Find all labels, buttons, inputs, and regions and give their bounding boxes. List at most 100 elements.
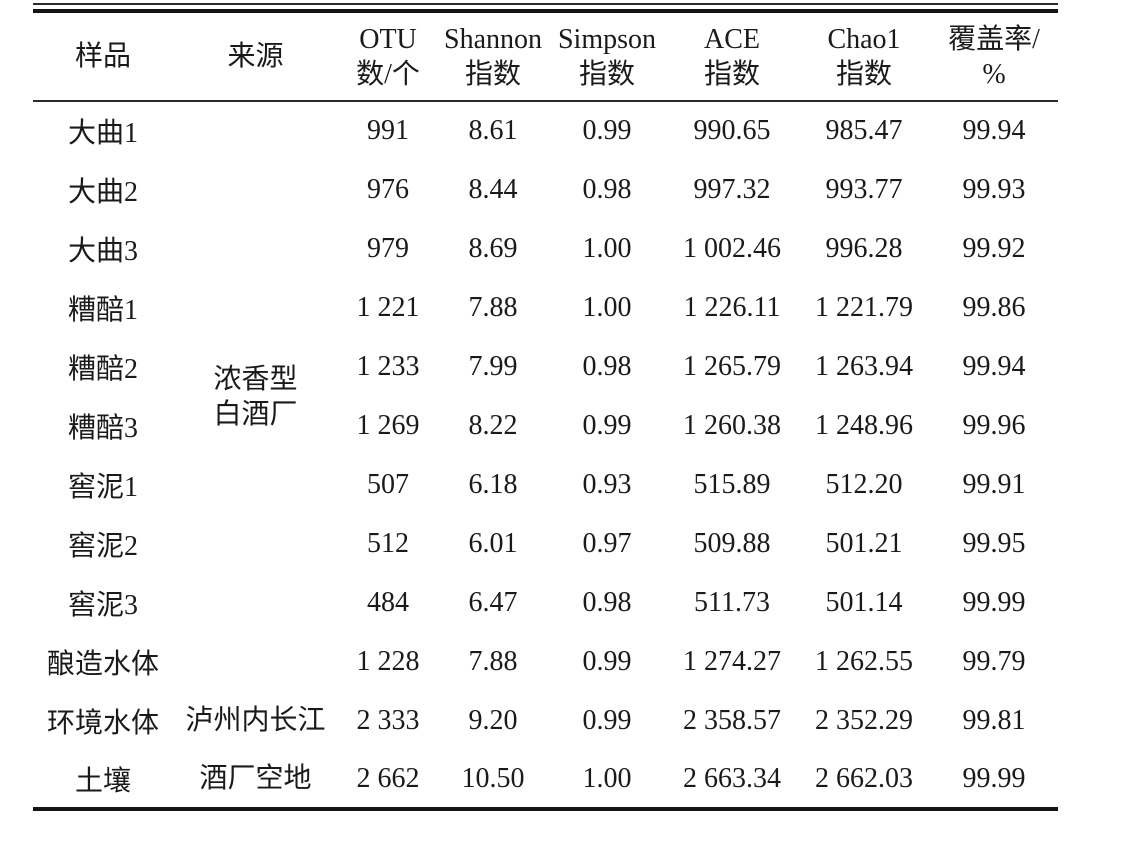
- cell-chao1: 1 263.94: [815, 350, 913, 382]
- cell-ace: 515.89: [693, 468, 771, 500]
- cell-otu: 1 221: [356, 291, 420, 323]
- table-row: 大曲1 浓香型 白酒厂 991 8.61 0.99 990.65 985.47 …: [33, 101, 1058, 430]
- column-header-otu: OTU 数/个: [338, 13, 438, 102]
- cell-sample: 窖泥1: [67, 471, 138, 503]
- cell-shannon: 6.01: [468, 527, 518, 559]
- cell-simpson: 0.99: [582, 704, 632, 736]
- header-text: 数/个: [356, 58, 420, 90]
- column-header-sample: 样品: [33, 13, 173, 102]
- cell-coverage: 99.86: [962, 291, 1026, 323]
- header-text: 覆盖率/: [948, 23, 1040, 55]
- cell-ace: 511.73: [694, 586, 770, 618]
- cell-coverage: 99.93: [962, 173, 1026, 205]
- cell-coverage: 99.79: [962, 645, 1026, 677]
- cell-otu: 507: [367, 468, 409, 500]
- cell-shannon: 7.99: [468, 350, 518, 382]
- cell-coverage: 99.94: [962, 350, 1026, 382]
- table-row: 酿造水体 1 228 7.88 0.99 1 274.27 1 262.55 9…: [33, 632, 1058, 691]
- cell-simpson: 0.97: [582, 527, 632, 559]
- cell-sample: 酿造水体: [46, 648, 159, 680]
- cell-simpson: 1.00: [582, 232, 632, 264]
- cell-simpson: 0.99: [582, 115, 632, 146]
- column-header-shannon: Shannon 指数: [438, 13, 548, 102]
- cell-simpson: 0.99: [582, 409, 632, 441]
- cell-otu: 1 228: [356, 645, 420, 677]
- cell-simpson: 1.00: [582, 291, 632, 323]
- cell-simpson: 0.98: [582, 586, 632, 618]
- source-text: 酒厂空地: [199, 763, 312, 794]
- cell-otu: 1 233: [356, 350, 420, 382]
- cell-chao1: 1 262.55: [815, 645, 913, 677]
- cell-otu: 2 662: [356, 762, 420, 794]
- source-text: 浓香型: [213, 363, 298, 395]
- cell-coverage: 99.96: [962, 409, 1026, 441]
- cell-chao1: 1 221.79: [815, 291, 913, 323]
- cell-shannon: 7.88: [468, 645, 518, 677]
- source-text: 泸州内长江: [185, 705, 326, 736]
- cell-chao1: 993.77: [825, 173, 903, 205]
- cell-coverage: 99.99: [962, 762, 1026, 794]
- cell-simpson: 0.99: [582, 645, 632, 677]
- cell-otu: 976: [367, 173, 409, 205]
- cell-ace: 1 002.46: [683, 232, 781, 264]
- cell-chao1: 501.14: [825, 586, 903, 618]
- table-row: 大曲3 979 8.69 1.00 1 002.46 996.28 99.92: [33, 219, 1058, 278]
- table-row: 窖泥1 507 6.18 0.93 515.89 512.20 99.91: [33, 455, 1058, 514]
- cell-shannon: 8.61: [468, 115, 518, 146]
- cell-coverage: 99.94: [962, 115, 1026, 146]
- cell-ace: 1 260.38: [683, 409, 781, 441]
- data-table: 样品 来源 OTU 数/个 Shannon 指数: [33, 13, 1058, 811]
- cell-shannon: 7.88: [468, 291, 518, 323]
- top-rule-thick: [33, 9, 1058, 13]
- cell-coverage: 99.81: [962, 704, 1026, 736]
- table-row: 糟醅1 1 221 7.88 1.00 1 226.11 1 221.79 99…: [33, 278, 1058, 337]
- cell-sample: 糟醅2: [67, 353, 138, 385]
- cell-shannon: 8.22: [468, 409, 518, 441]
- cell-ace: 1 226.11: [683, 291, 781, 323]
- cell-chao1: 1 248.96: [815, 409, 913, 441]
- cell-source-liquor-factory: 浓香型 白酒厂: [173, 101, 338, 691]
- cell-simpson: 0.93: [582, 468, 632, 500]
- cell-source-yangtze: 泸州内长江: [173, 691, 338, 750]
- cell-coverage: 99.99: [962, 586, 1026, 618]
- column-header-coverage: 覆盖率/ %: [930, 13, 1058, 102]
- cell-sample: 窖泥3: [67, 589, 138, 621]
- cell-otu: 991: [367, 115, 409, 146]
- top-rule-thin: [33, 3, 1058, 5]
- cell-ace: 509.88: [693, 527, 771, 559]
- table-row: 环境水体 泸州内长江 2 333 9.20 0.99 2 358.57 2 35…: [33, 691, 1058, 750]
- cell-chao1: 501.21: [825, 527, 903, 559]
- cell-sample: 糟醅3: [67, 412, 138, 444]
- diversity-index-table: 样品 来源 OTU 数/个 Shannon 指数: [33, 3, 1058, 811]
- cell-coverage: 99.91: [962, 468, 1026, 500]
- cell-shannon: 8.44: [468, 173, 518, 205]
- cell-shannon: 9.20: [468, 704, 518, 736]
- header-text: 来源: [227, 41, 284, 72]
- table-row: 土壤 酒厂空地 2 662 10.50 1.00 2 663.34 2 662.…: [33, 750, 1058, 809]
- cell-sample: 窖泥2: [67, 530, 138, 562]
- header-text: Chao1: [827, 23, 901, 55]
- header-text: 指数: [464, 58, 521, 90]
- table-row: 窖泥2 512 6.01 0.97 509.88 501.21 99.95: [33, 514, 1058, 573]
- header-text: OTU: [359, 23, 417, 55]
- cell-coverage: 99.95: [962, 527, 1026, 559]
- cell-ace: 2 358.57: [683, 704, 781, 736]
- cell-chao1: 996.28: [825, 232, 903, 264]
- header-text: ACE: [704, 23, 760, 55]
- cell-shannon: 6.18: [468, 468, 518, 500]
- cell-otu: 1 269: [356, 409, 420, 441]
- column-header-source: 来源: [173, 13, 338, 102]
- cell-sample: 环境水体: [46, 707, 159, 739]
- cell-otu: 979: [367, 232, 409, 264]
- header-text: 样品: [74, 41, 131, 72]
- cell-chao1: 512.20: [825, 468, 903, 500]
- cell-simpson: 1.00: [582, 762, 632, 794]
- header-text: 指数: [578, 58, 635, 90]
- header-text: %: [982, 58, 1006, 90]
- table-row: 糟醅2 1 233 7.99 0.98 1 265.79 1 263.94 99…: [33, 337, 1058, 396]
- cell-otu: 512: [367, 527, 409, 559]
- column-header-ace: ACE 指数: [666, 13, 798, 102]
- cell-shannon: 6.47: [468, 586, 518, 618]
- table-row: 大曲2 976 8.44 0.98 997.32 993.77 99.93: [33, 160, 1058, 219]
